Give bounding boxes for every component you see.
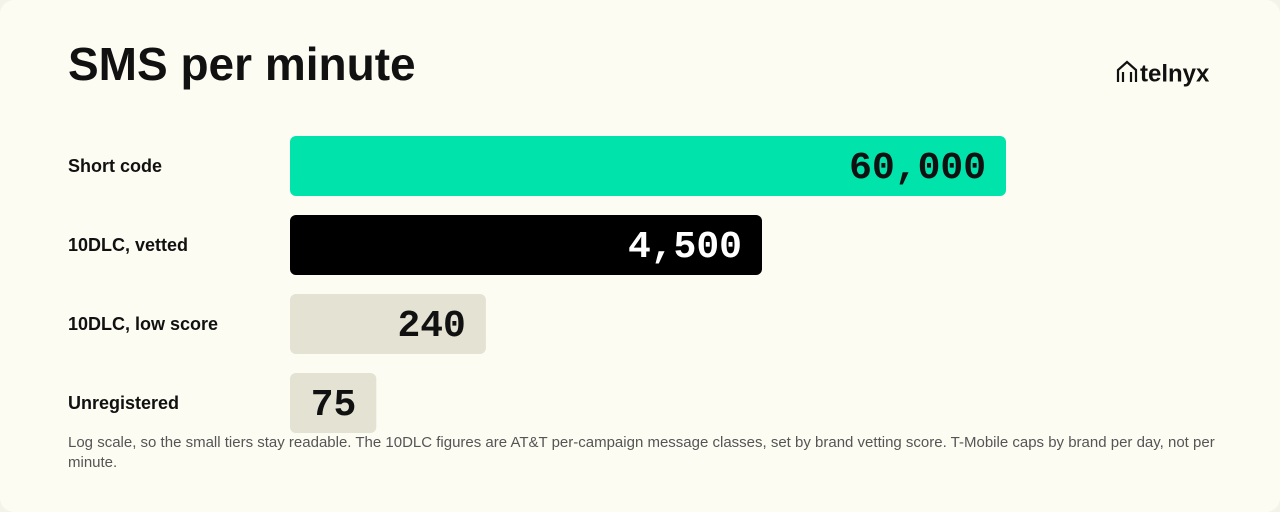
bar xyxy=(290,215,762,275)
category-label: Unregistered xyxy=(68,393,179,413)
value-label: 60,000 xyxy=(849,147,986,190)
logo-icon xyxy=(1116,60,1138,82)
value-label: 240 xyxy=(397,305,465,348)
bar xyxy=(290,294,486,354)
chart-title: SMS per minute xyxy=(68,38,416,90)
value-label: 4,500 xyxy=(628,226,742,269)
category-label: 10DLC, low score xyxy=(68,314,218,334)
bar xyxy=(290,373,377,433)
category-label: Short code xyxy=(68,156,162,176)
footnote: Log scale, so the small tiers stay reada… xyxy=(68,434,1215,471)
brand-name: telnyx xyxy=(1140,60,1210,87)
brand-logo: telnyx xyxy=(1116,60,1210,87)
bar xyxy=(290,136,1006,196)
value-label: 75 xyxy=(311,384,357,427)
category-label: 10DLC, vetted xyxy=(68,235,188,255)
